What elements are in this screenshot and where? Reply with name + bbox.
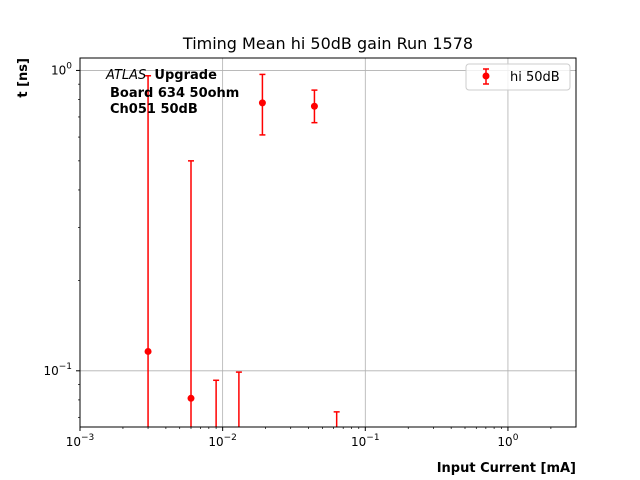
x-tick-label: 10−3 — [66, 433, 95, 449]
legend-marker — [482, 72, 490, 80]
data-point — [187, 394, 195, 402]
plot-area — [80, 58, 576, 427]
y-tick-label: 100 — [51, 61, 72, 77]
data-point — [144, 347, 152, 355]
y-axis-label: t [ns] — [16, 58, 31, 98]
atlas-annotation: ATLAS Upgrade Board 634 50ohm Ch051 50dB — [105, 68, 239, 117]
chart-title: Timing Mean hi 50dB gain Run 1578 — [182, 34, 473, 53]
data-point — [310, 102, 318, 110]
x-axis-ticks: 10−3 10−2 10−1 100 — [66, 427, 552, 449]
atlas-label: ATLAS — [105, 68, 146, 83]
legend: hi 50dB — [465, 63, 571, 91]
x-tick-label: 100 — [497, 433, 518, 449]
legend-box — [465, 63, 571, 91]
data-point — [258, 99, 266, 107]
svg-text:ATLAS Upgrade: ATLAS Upgrade — [105, 68, 217, 83]
data-layer — [144, 73, 340, 427]
legend-entry-hi-50db: hi 50dB — [510, 70, 560, 85]
board-label: Board 634 50ohm — [110, 86, 239, 101]
x-axis-label: Input Current [mA] — [437, 461, 576, 476]
upgrade-label: Upgrade — [154, 68, 217, 83]
plot-frame — [79, 57, 577, 428]
y-axis-ticks: 10−1 100 — [43, 61, 80, 418]
y-tick-label: 10−1 — [43, 362, 72, 378]
channel-label: Ch051 50dB — [110, 102, 198, 117]
x-tick-label: 10−1 — [351, 433, 380, 449]
x-tick-label: 10−2 — [208, 433, 237, 449]
